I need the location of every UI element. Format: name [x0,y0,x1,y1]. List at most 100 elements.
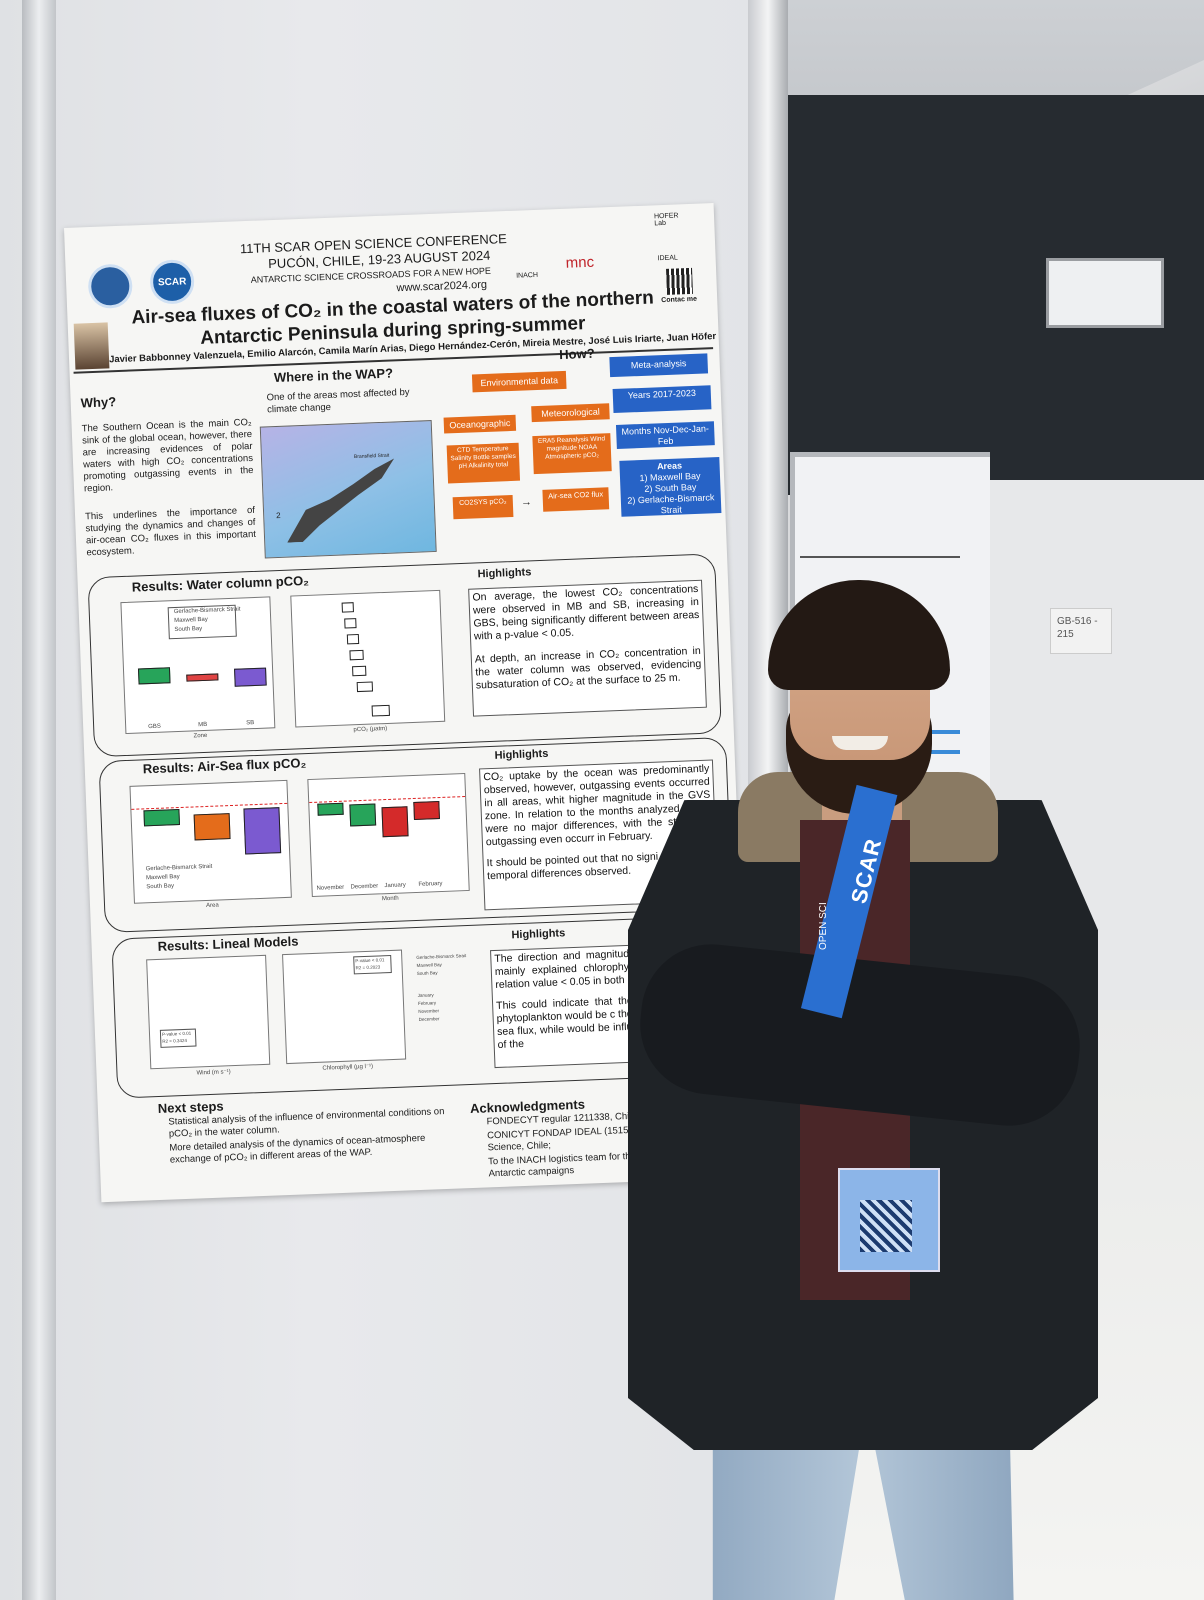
ll-area-3: South Bay [416,970,438,977]
depth-box-6 [356,681,374,693]
era5-box: ERA5 Reanalysis Wind magnitude NOAA Atmo… [532,433,612,475]
month-box-2 [349,803,377,827]
ll-area-1: Gerlache-Bismarck Strait [416,953,467,961]
res1-highlight-1: On average, the lowest CO₂ concentration… [472,582,700,643]
wap-map: Bransfield Strait 2 [259,420,437,559]
logo-inach: INACH [516,271,539,280]
author-photo [73,322,110,370]
xtick-mb: MB [198,721,208,729]
person-mouth [832,736,888,750]
co2sys-box: CO2SYS pCO₂ [452,494,514,520]
res1-highlight-2: At depth, an increase in CO₂ concentrati… [474,644,702,692]
flux-area-boxplot: Gerlache-Bismarck Strait Maxwell Bay Sou… [129,779,292,904]
where-heading: Where in the WAP? [273,365,394,386]
qr-code-icon [666,267,693,295]
lineal-legend: Gerlache-Bismarck Strait Maxwell Bay Sou… [410,949,474,1051]
second-board-accent [930,730,960,734]
map-label-bransfield: Bransfield Strait [353,452,390,461]
stats1-r2: R2 = 0.3424 [162,1037,188,1044]
res1-xtitle: Zone [193,732,208,740]
month-label-feb: February [418,880,443,888]
scar-logo: SCAR [149,259,195,305]
lanyard-text-2: OPEN SCI [818,902,829,950]
booth-label: GB-516 - 215 [1050,608,1112,654]
box-sb [234,667,267,687]
second-board-accent-2 [930,750,960,754]
depth-box-1 [341,602,354,613]
wind-scatter: P-value < 0.01 R2 = 0.3424 [146,954,271,1070]
flux-box-gbs [143,808,181,827]
res1-highlights: On average, the lowest CO₂ concentration… [468,579,707,717]
meta-analysis-box: Meta-analysis [609,353,709,378]
board-frame-left [22,0,56,1600]
res1-highlights-title: Highlights [477,566,532,581]
month-box-3 [381,806,409,838]
months-box: Months Nov-Dec-Jan-Feb [615,421,715,449]
logo-mnc: mnc [565,253,595,272]
month-label-dec: December [350,883,379,891]
logo-ideal: IDEAL [657,254,678,263]
chlorophyll-scatter: P-value < 0.01 R2 = 0.2023 [282,949,407,1065]
depth-box-7 [371,704,390,717]
res2-xtitle: Area [206,902,219,910]
flux-legend-mb: Maxwell Bay [145,874,180,882]
res3-xtitle1: Wind (m s⁻¹) [196,1069,231,1077]
where-text: One of the areas most affected by climat… [266,386,410,416]
pco2-boxplot: Gerlache-Bismarck Strait Maxwell Bay Sou… [120,596,276,735]
badge-qr-icon [860,1200,912,1252]
env-data-box: Environmental data [471,370,567,393]
zero-line-2 [309,796,466,804]
oceanographic-box: Oceanographic [443,414,517,434]
box-mb [186,673,219,682]
stats2-r2: R2 = 0.2023 [355,964,381,971]
why-paragraph-2: This underlines the importance of studyi… [84,504,257,559]
depth-box-3 [346,633,360,645]
ll-month-3: November [418,1008,440,1014]
legend-mb: Maxwell Bay [174,616,208,625]
flux-box-sb [243,807,282,855]
xtick-sb: SB [246,720,255,727]
peninsula-landmass [284,458,397,542]
ll-month-1: January [417,992,434,998]
depth-box-5 [352,665,367,677]
xtick-gbs: GBS [148,723,162,731]
box-gbs [137,667,171,685]
ll-area-2: Maxwell Bay [416,962,442,969]
flux-month-boxplot: November December January February [307,772,470,897]
depth-boxplot [290,589,446,728]
res2-highlights-title: Highlights [494,747,549,762]
ll-month-4: December [418,1016,440,1022]
contact-label: Contac me [661,295,698,305]
month-label-nov: November [316,884,345,892]
flux-box-mb [193,813,231,841]
flux-legend-gbs: Gerlache-Bismarck Strait [145,863,213,873]
area-3: 2) Gerlache-Bismarck Strait [627,492,715,516]
areas-box: Areas 1) Maxwell Bay 2) South Bay 2) Ger… [619,457,722,517]
how-heading: How? [558,345,595,363]
month-box-4 [413,801,440,821]
years-box: Years 2017-2023 [612,385,712,414]
window [1046,258,1164,328]
airsea-flux-box: Air-sea CO2 flux [542,487,610,512]
why-heading: Why? [80,394,117,411]
depth-box-2 [344,618,357,629]
why-paragraph-1: The Southern Ocean is the main CO₂ sink … [81,416,254,495]
ctd-box: CTD Temperature Salinity Bottle samples … [446,442,521,484]
res3-highlights-title: Highlights [511,927,566,942]
ll-month-2: February [417,1000,437,1006]
month-label-jan: January [384,882,406,890]
depth-box-4 [349,649,364,661]
scar-antarctic-logo: ✦ [87,263,134,310]
month-box-1 [317,802,344,816]
legend-sb: South Bay [174,625,203,634]
res2-month-xtitle: Month [381,895,399,903]
conference-url: www.scar2024.org [396,278,488,295]
map-label-number: 2 [276,510,281,521]
flux-legend-sb: South Bay [146,883,175,891]
second-board-line [800,556,960,558]
next-steps-heading: Next steps [157,1098,224,1117]
meteorological-box: Meteorological [531,403,610,423]
logo-hofer: HOFER Lab [653,212,679,228]
flow-arrow-icon: → [520,496,533,509]
